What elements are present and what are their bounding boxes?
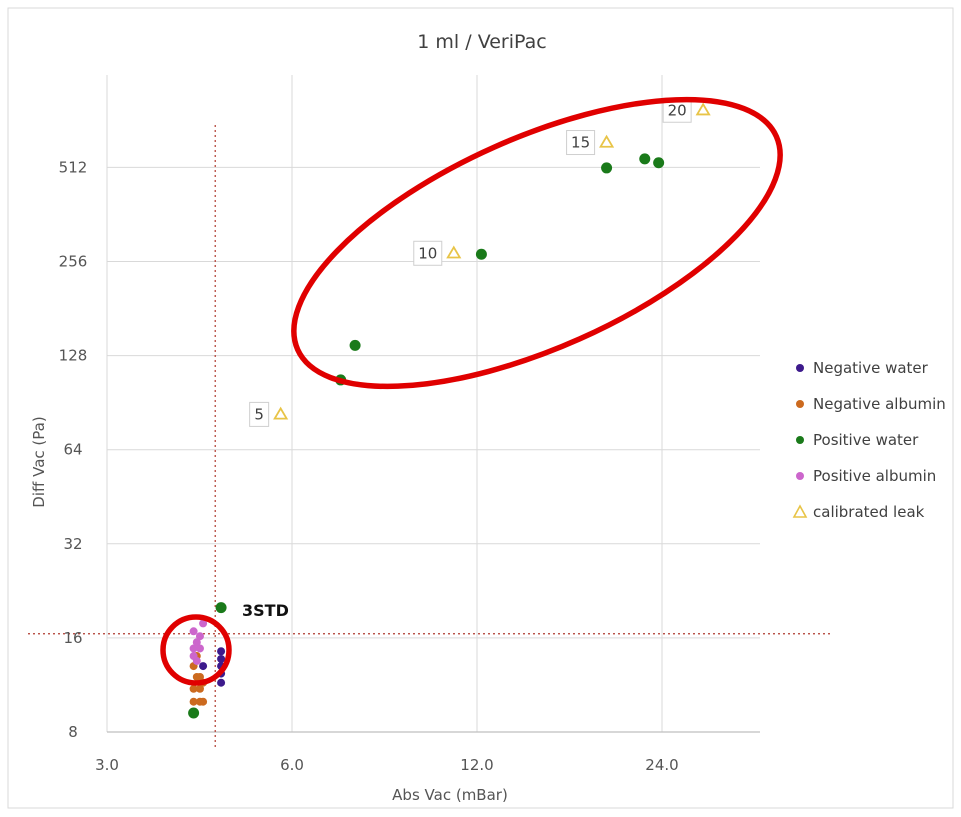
legend-label: Positive albumin [813, 467, 936, 485]
positive-albumin-point [192, 656, 201, 665]
legend-marker [792, 504, 808, 518]
legend: Negative water Negative albumin Positive w… [792, 359, 946, 521]
negative-water-point [199, 662, 208, 671]
calibrated-leak-point [273, 406, 289, 420]
legend-label: Positive water [813, 431, 919, 449]
upper-highlight-ellipse [291, 96, 783, 390]
chart-border [7, 7, 954, 809]
point-label-box [413, 240, 443, 266]
positive-water-point [188, 707, 200, 719]
positive-water-point [475, 248, 487, 260]
negative-water-point [217, 654, 226, 663]
y-axis-title: Diff Vac (Pa) [30, 416, 48, 507]
calibrated-leak-point [599, 134, 615, 148]
point-label-box [566, 130, 596, 156]
x-tick-label: 12.0 [460, 756, 493, 774]
negative-albumin-point [189, 684, 198, 693]
3std-annotation: 3STD [242, 601, 289, 620]
y-tick-label: 256 [59, 253, 88, 271]
point-label: 15 [571, 134, 590, 152]
positive-albumin-point [199, 619, 208, 628]
calibrated-leak-point [695, 102, 711, 116]
legend-marker [796, 364, 804, 372]
tick-labels: 3.0 6.0 12.0 24.0 8 16 32 64 128 256 512 [59, 158, 679, 774]
point-label: 5 [254, 405, 264, 423]
negative-albumin-point [199, 697, 208, 706]
legend-marker [796, 472, 804, 480]
point-label-box [249, 401, 270, 427]
positive-albumin-point [195, 632, 204, 641]
x-tick-label: 3.0 [95, 756, 119, 774]
legend-marker [796, 400, 804, 408]
positive-albumin-point [195, 644, 204, 653]
point-label: 20 [668, 101, 687, 119]
legend-label: Negative albumin [813, 395, 946, 413]
highlight-circles [160, 96, 783, 686]
lower-highlight-circle [160, 614, 232, 686]
x-tick-label: 6.0 [280, 756, 304, 774]
negative-water-point [217, 647, 226, 656]
y-tick-label: 32 [63, 535, 82, 553]
legend-label: Negative water [813, 359, 929, 377]
x-tick-label: 24.0 [645, 756, 678, 774]
y-tick-label: 512 [59, 158, 88, 176]
positive-water-point [215, 602, 227, 614]
y-tick-label: 128 [59, 347, 88, 365]
negative-albumin-point [195, 684, 204, 693]
positive-water-point [601, 162, 613, 174]
negative-albumin-point [189, 697, 198, 706]
reference-lines [28, 125, 832, 748]
legend-marker [796, 436, 804, 444]
positive-albumin-point [189, 644, 198, 653]
y-tick-label: 8 [68, 723, 78, 741]
positive-albumin-point [192, 638, 201, 647]
x-axis-title: Abs Vac (mBar) [392, 786, 508, 804]
chart-title: 1 ml / VeriPac [417, 31, 546, 53]
positive-water-point [639, 153, 651, 165]
point-label: 10 [418, 244, 437, 262]
y-tick-label: 64 [63, 441, 82, 459]
positive-albumin-point [189, 627, 198, 636]
y-tick-label: 16 [63, 629, 82, 647]
negative-water-point [217, 678, 226, 687]
positive-water-point [349, 339, 361, 351]
legend-label: calibrated leak [813, 503, 925, 521]
calibrated-leak-point [446, 245, 462, 259]
positive-water-point [653, 157, 665, 169]
